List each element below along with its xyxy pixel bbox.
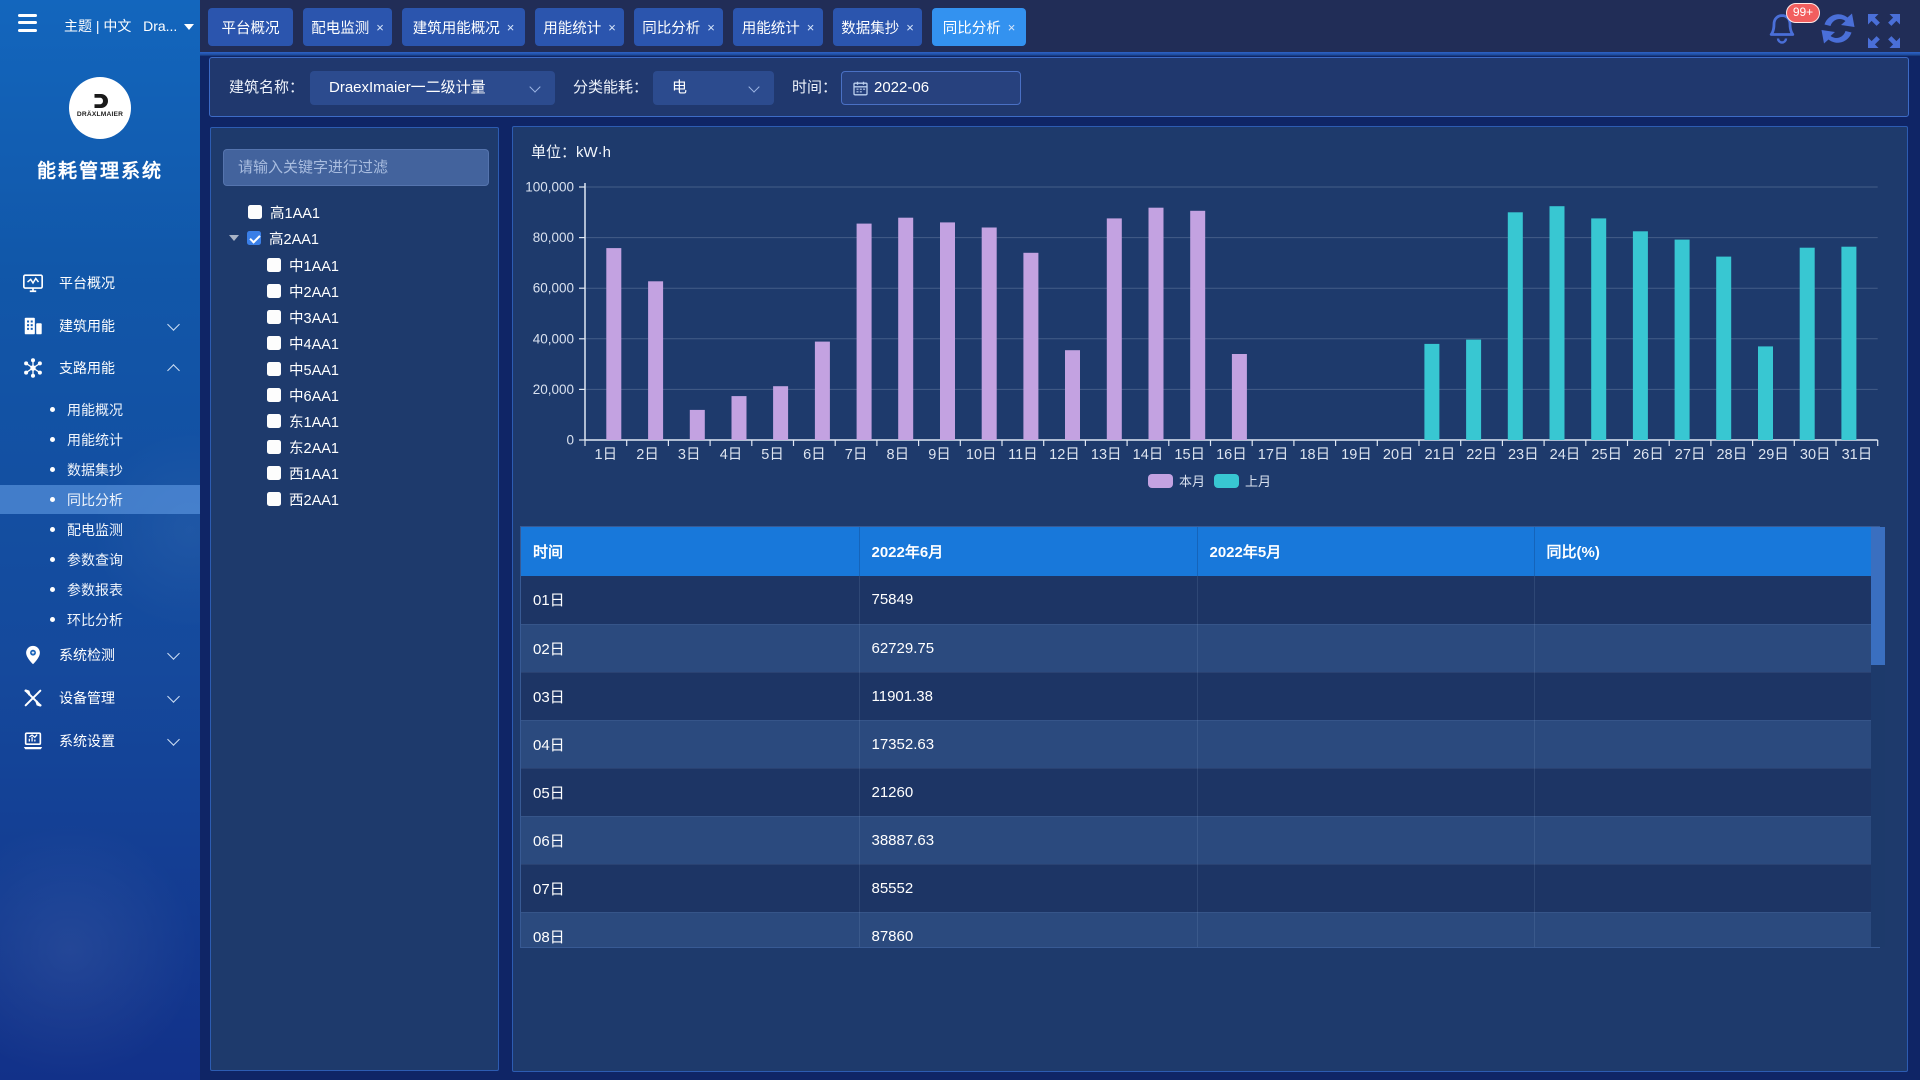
svg-text:12日: 12日 [1049,447,1080,463]
svg-text:30日: 30日 [1800,447,1831,463]
svg-text:2日: 2日 [636,447,659,463]
svg-text:17日: 17日 [1258,447,1289,463]
svg-text:31日: 31日 [1842,447,1873,463]
svg-text:21日: 21日 [1425,447,1456,463]
svg-text:8日: 8日 [887,447,910,463]
svg-text:0: 0 [566,433,574,448]
svg-text:上月: 上月 [1245,474,1271,489]
svg-text:4日: 4日 [720,447,743,463]
svg-text:19日: 19日 [1341,447,1372,463]
svg-text:9日: 9日 [928,447,951,463]
svg-text:1日: 1日 [595,447,618,463]
svg-text:25日: 25日 [1591,447,1622,463]
svg-text:20,000: 20,000 [533,382,574,397]
svg-text:27日: 27日 [1675,447,1706,463]
svg-text:14日: 14日 [1133,447,1164,463]
svg-text:7日: 7日 [845,447,868,463]
svg-text:23日: 23日 [1508,447,1539,463]
svg-text:22日: 22日 [1466,447,1497,463]
svg-text:80,000: 80,000 [533,230,574,245]
svg-text:5日: 5日 [761,447,784,463]
svg-text:10日: 10日 [966,447,997,463]
svg-text:3日: 3日 [678,447,701,463]
svg-text:20日: 20日 [1383,447,1414,463]
svg-text:100,000: 100,000 [525,180,574,195]
svg-text:16日: 16日 [1216,447,1247,463]
svg-text:40,000: 40,000 [533,331,574,346]
svg-text:15日: 15日 [1174,447,1205,463]
svg-text:18日: 18日 [1299,447,1330,463]
svg-text:本月: 本月 [1179,474,1205,489]
svg-text:60,000: 60,000 [533,281,574,296]
svg-text:11日: 11日 [1008,447,1038,463]
svg-text:13日: 13日 [1091,447,1122,463]
svg-text:26日: 26日 [1633,447,1664,463]
svg-text:24日: 24日 [1550,447,1581,463]
svg-text:6日: 6日 [803,447,826,463]
svg-text:28日: 28日 [1716,447,1747,463]
svg-text:29日: 29日 [1758,447,1789,463]
